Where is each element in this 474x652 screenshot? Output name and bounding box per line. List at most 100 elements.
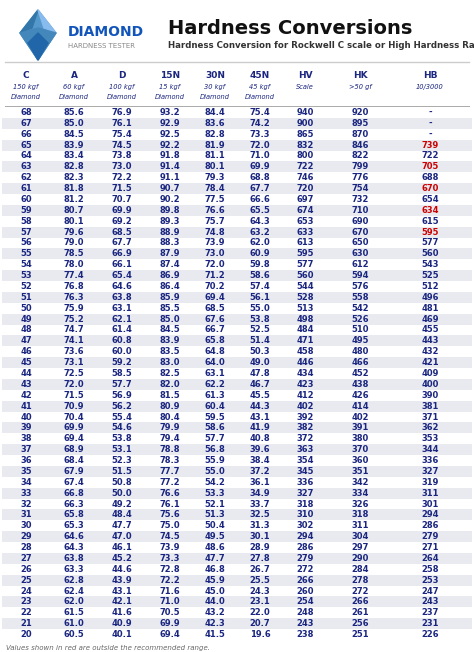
Text: 60: 60	[20, 195, 32, 204]
Text: 69.9: 69.9	[112, 206, 132, 215]
Text: 90.2: 90.2	[160, 195, 180, 204]
Text: 65.8: 65.8	[205, 336, 225, 346]
Text: 73.1: 73.1	[64, 358, 84, 367]
Text: 294: 294	[421, 511, 439, 520]
Text: 264: 264	[421, 554, 439, 563]
Text: 576: 576	[351, 282, 369, 291]
Text: 351: 351	[351, 467, 369, 476]
Text: 26: 26	[20, 565, 32, 574]
Text: 32: 32	[20, 499, 32, 509]
Text: 423: 423	[296, 380, 314, 389]
Text: 480: 480	[351, 348, 369, 356]
Text: 56.8: 56.8	[205, 445, 225, 454]
Text: 55.4: 55.4	[111, 413, 132, 421]
Text: 71.6: 71.6	[160, 587, 181, 595]
Text: 45.5: 45.5	[250, 391, 271, 400]
Text: 59.5: 59.5	[205, 413, 225, 421]
Text: 452: 452	[351, 369, 369, 378]
Text: 83.4: 83.4	[64, 151, 84, 160]
Text: HV: HV	[298, 70, 312, 80]
Text: 256: 256	[351, 619, 369, 628]
Text: 76.1: 76.1	[111, 119, 132, 128]
Text: 75.2: 75.2	[64, 315, 84, 323]
Text: 372: 372	[296, 434, 314, 443]
Text: 100 kgf: 100 kgf	[109, 84, 135, 90]
Text: 42: 42	[20, 391, 32, 400]
Text: 88.3: 88.3	[160, 239, 180, 248]
Text: 63.1: 63.1	[111, 304, 132, 313]
Bar	[2, 401, 472, 411]
Text: 65.4: 65.4	[111, 271, 132, 280]
Text: 73.0: 73.0	[205, 249, 225, 258]
Text: 62.4: 62.4	[64, 587, 84, 595]
Text: 38: 38	[20, 434, 32, 443]
Text: 900: 900	[296, 119, 314, 128]
Text: 50.3: 50.3	[250, 348, 270, 356]
Bar	[2, 357, 472, 368]
Bar	[2, 488, 472, 499]
Text: 226: 226	[421, 630, 439, 639]
Text: 302: 302	[296, 522, 314, 530]
Text: 66.9: 66.9	[111, 249, 132, 258]
Text: 74.8: 74.8	[205, 228, 225, 237]
Text: 45.0: 45.0	[205, 587, 225, 595]
Text: Hardness Conversions: Hardness Conversions	[168, 18, 412, 38]
Text: 68.5: 68.5	[111, 228, 132, 237]
Text: 53.8: 53.8	[250, 315, 270, 323]
Text: 49: 49	[20, 315, 32, 323]
Text: 55: 55	[20, 249, 32, 258]
Text: 73.8: 73.8	[112, 151, 132, 160]
Text: 19.6: 19.6	[250, 630, 270, 639]
Text: 512: 512	[421, 282, 439, 291]
Text: 46: 46	[20, 348, 32, 356]
Text: 301: 301	[421, 499, 439, 509]
Text: 80.1: 80.1	[64, 216, 84, 226]
Text: 496: 496	[421, 293, 439, 302]
Text: 334: 334	[351, 488, 369, 497]
Text: HARDNESS TESTER: HARDNESS TESTER	[68, 43, 135, 49]
Text: 73.3: 73.3	[250, 130, 270, 139]
Text: 59.8: 59.8	[250, 260, 270, 269]
Text: 41.5: 41.5	[205, 630, 226, 639]
Text: Diamond: Diamond	[59, 94, 89, 100]
Text: 64.3: 64.3	[64, 543, 84, 552]
Text: 55.0: 55.0	[205, 467, 225, 476]
Text: 72.0: 72.0	[250, 141, 270, 149]
Text: 60.5: 60.5	[64, 630, 84, 639]
Text: 577: 577	[296, 260, 314, 269]
Text: 46.1: 46.1	[111, 543, 132, 552]
Text: 50.4: 50.4	[205, 522, 225, 530]
Text: 362: 362	[421, 423, 439, 432]
Text: 402: 402	[351, 413, 369, 421]
Text: 60.8: 60.8	[112, 336, 132, 346]
Text: 318: 318	[296, 499, 314, 509]
Text: 60.0: 60.0	[112, 348, 132, 356]
Text: 92.2: 92.2	[160, 141, 181, 149]
Text: 654: 654	[421, 195, 439, 204]
Text: 61.5: 61.5	[64, 608, 84, 617]
Text: 35: 35	[20, 467, 32, 476]
Text: 799: 799	[351, 162, 369, 171]
Text: 75.0: 75.0	[160, 522, 180, 530]
Text: 59: 59	[20, 206, 32, 215]
Text: 40.8: 40.8	[250, 434, 270, 443]
Text: 80.4: 80.4	[160, 413, 180, 421]
Text: 74.2: 74.2	[250, 119, 270, 128]
Text: 62.8: 62.8	[64, 576, 84, 585]
Text: 697: 697	[296, 195, 314, 204]
Text: 318: 318	[351, 511, 369, 520]
Text: 82.0: 82.0	[160, 380, 180, 389]
Text: 402: 402	[296, 402, 314, 411]
Text: D: D	[118, 70, 126, 80]
Text: 446: 446	[296, 358, 314, 367]
Text: 739: 739	[421, 141, 438, 149]
Text: 52: 52	[20, 282, 32, 291]
Text: -: -	[428, 119, 432, 128]
Text: 279: 279	[296, 554, 314, 563]
Text: 26.7: 26.7	[250, 565, 270, 574]
Text: 30N: 30N	[205, 70, 225, 80]
Text: 79.9: 79.9	[160, 423, 180, 432]
Text: 251: 251	[351, 630, 369, 639]
Text: 67.7: 67.7	[250, 184, 270, 193]
Text: 67.9: 67.9	[64, 467, 84, 476]
